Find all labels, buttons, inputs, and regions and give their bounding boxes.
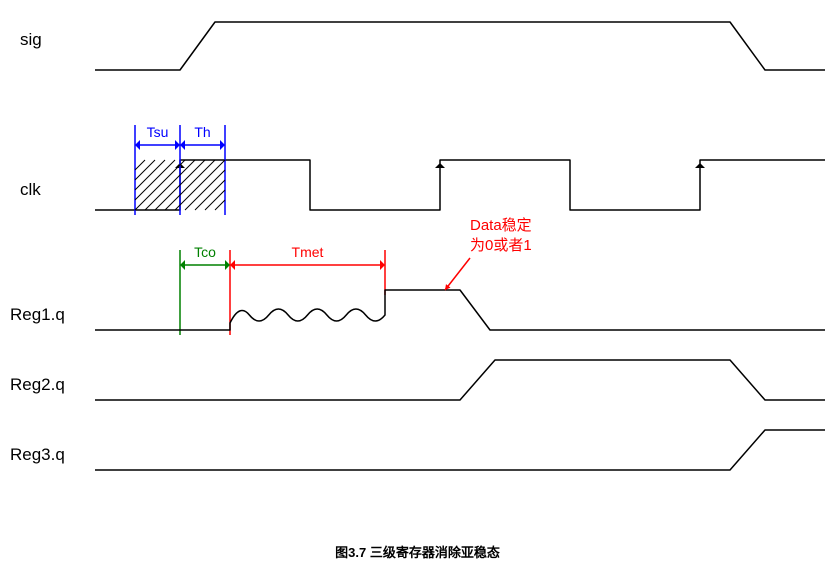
svg-text:Reg2.q: Reg2.q [10, 375, 65, 394]
diagram-svg: sig clk Reg1.q Reg2.q Reg3.q Tsu Th Tco Tmet Data… [0, 0, 835, 569]
svg-text:Reg1.q: Reg1.q [10, 305, 65, 324]
svg-text:sig: sig [20, 30, 42, 49]
svg-text:Tsu: Tsu [147, 124, 169, 140]
svg-text:Th: Th [194, 124, 210, 140]
figure-caption: 图3.7 三级寄存器消除亚稳态 [0, 542, 835, 561]
svg-text:Data稳定: Data稳定 [470, 217, 532, 234]
svg-text:clk: clk [20, 180, 41, 199]
timing-diagram: sig clk Reg1.q Reg2.q Reg3.q Tsu Th Tco Tmet Data… [0, 0, 835, 569]
svg-text:Reg3.q: Reg3.q [10, 445, 65, 464]
svg-text:Tco: Tco [194, 244, 216, 260]
svg-text:Tmet: Tmet [292, 244, 324, 260]
svg-text:为0或者1: 为0或者1 [470, 237, 532, 254]
